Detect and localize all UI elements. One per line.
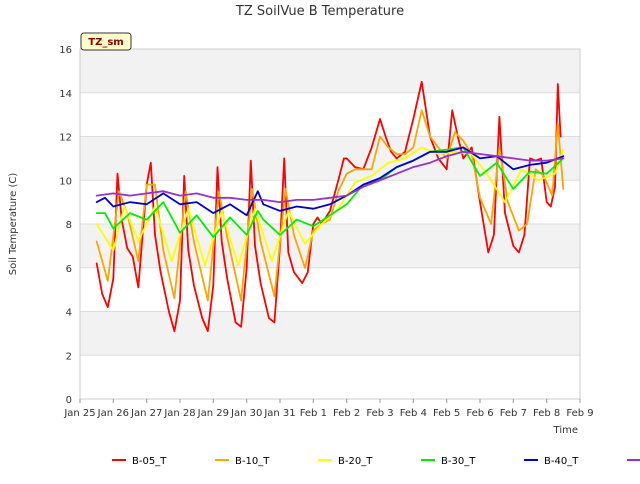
series-line-b-50-t [95, 150, 565, 204]
tag-box: TZ_sm [80, 32, 132, 51]
y-tick-label: 2 [66, 351, 72, 362]
legend: B-05_TB-10_TB-20_TB-30_TB-40_TB-50_T [112, 456, 640, 467]
tag-label: TZ_sm [88, 37, 123, 48]
x-tick-label: Jan 27 [130, 408, 162, 419]
x-tick-label: Jan 30 [230, 408, 262, 419]
y-tick-label: 12 [59, 133, 72, 144]
plot-band [80, 92, 580, 137]
series-line-b-05-t [95, 80, 562, 333]
x-tick-label: Feb 7 [500, 408, 527, 419]
legend-label: B-05_T [132, 456, 167, 467]
x-tick-label: Feb 6 [466, 408, 493, 419]
plot-band [80, 49, 580, 93]
y-tick-label: 4 [66, 308, 72, 319]
series-line-b-30-t [95, 146, 565, 239]
y-tick-label: 8 [66, 220, 72, 231]
series-lines [95, 80, 565, 333]
legend-label: B-20_T [338, 456, 373, 467]
y-tick-label: 6 [66, 264, 72, 275]
legend-label: B-30_T [441, 456, 476, 467]
series-line-b-40-t [95, 146, 565, 217]
plot-band [80, 136, 580, 181]
x-tick-label: Feb 8 [533, 408, 560, 419]
y-axis-label: Soil Temperature (C) [8, 173, 19, 276]
plot-band [80, 311, 580, 356]
legend-label: B-10_T [235, 456, 270, 467]
x-tick-label: Jan 26 [97, 408, 129, 419]
x-tick-label: Feb 3 [366, 408, 393, 419]
x-tick-label: Feb 2 [333, 408, 360, 419]
x-axis-label: Time [553, 425, 578, 436]
legend-label: B-40_T [544, 456, 579, 467]
x-tick-label: Feb 9 [566, 408, 593, 419]
x-tick-label: Jan 28 [163, 408, 195, 419]
x-axis-ticks: Jan 25 Jan 26 Jan 27 Jan 28 Jan 29 Jan 30 Jan … [63, 399, 594, 419]
plot-band [80, 355, 580, 399]
y-tick-label: 16 [59, 45, 72, 56]
x-tick-label: Feb 5 [433, 408, 460, 419]
x-tick-label: Jan 25 [63, 408, 95, 419]
plot-band [80, 267, 580, 312]
plot-frame [79, 48, 581, 400]
y-axis-ticks: 0 2 4 6 8 10 12 14 16 [59, 45, 72, 406]
x-tick-label: Feb 1 [300, 408, 327, 419]
x-tick-label: Feb 4 [400, 408, 427, 419]
x-tick-label: Jan 29 [197, 408, 229, 419]
x-tick-label: Jan 31 [263, 408, 295, 419]
y-tick-label: 14 [59, 89, 72, 100]
chart-title: TZ SoilVue B Temperature [235, 4, 404, 19]
y-tick-label: 10 [59, 176, 72, 187]
y-tick-label: 0 [66, 395, 72, 406]
